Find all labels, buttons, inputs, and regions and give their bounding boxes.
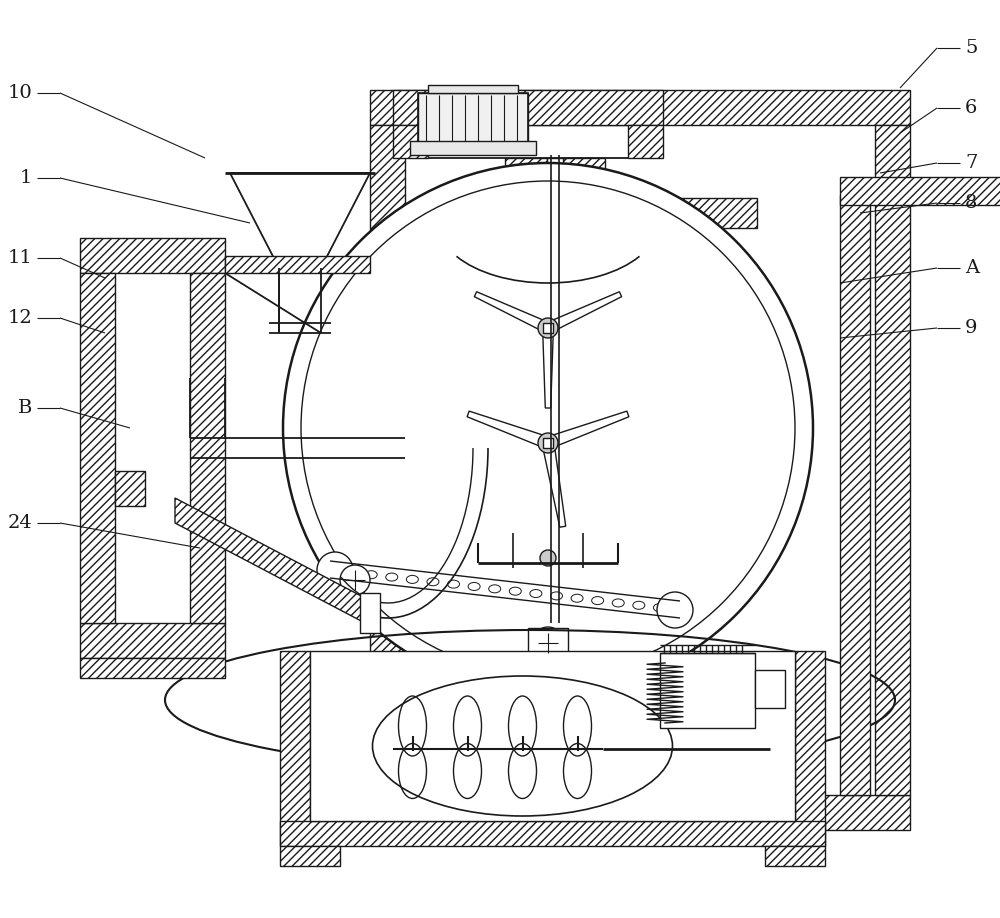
Circle shape [538,318,558,338]
Polygon shape [547,158,563,208]
Polygon shape [840,177,1000,205]
Polygon shape [280,821,825,846]
Circle shape [283,163,813,693]
Polygon shape [543,438,553,448]
Text: 5: 5 [965,39,977,57]
Polygon shape [563,158,605,208]
Circle shape [657,592,693,628]
Polygon shape [765,846,825,866]
Polygon shape [80,658,225,678]
Polygon shape [418,93,528,143]
Polygon shape [467,411,550,449]
Polygon shape [393,90,663,125]
Text: B: B [18,399,32,417]
Text: 10: 10 [7,84,32,102]
Polygon shape [370,125,405,795]
Polygon shape [755,670,785,708]
Polygon shape [80,273,115,623]
Polygon shape [80,238,225,273]
Circle shape [532,627,564,659]
Circle shape [538,433,558,453]
Circle shape [540,550,556,566]
Polygon shape [546,292,622,333]
Polygon shape [360,593,380,633]
Text: 6: 6 [965,99,977,117]
Text: A: A [965,259,979,277]
Polygon shape [280,846,340,866]
Polygon shape [80,623,225,658]
Text: 1: 1 [20,169,32,187]
Polygon shape [393,125,428,158]
Polygon shape [370,90,910,125]
Polygon shape [546,411,629,449]
Polygon shape [840,195,870,795]
Polygon shape [672,198,757,228]
Text: 12: 12 [7,309,32,327]
Polygon shape [660,653,755,728]
Polygon shape [280,651,310,846]
Text: 9: 9 [965,319,978,337]
Text: 11: 11 [7,249,32,267]
Polygon shape [175,498,365,623]
Polygon shape [428,85,518,93]
Polygon shape [505,158,547,208]
Polygon shape [543,328,553,408]
Polygon shape [410,141,536,155]
Circle shape [317,552,353,588]
Text: 7: 7 [965,154,977,172]
Polygon shape [795,651,825,846]
Polygon shape [370,795,910,830]
Polygon shape [628,125,663,158]
Polygon shape [225,256,370,273]
Circle shape [340,565,370,595]
Polygon shape [115,471,145,506]
Text: 8: 8 [965,194,977,212]
Polygon shape [543,323,553,333]
Polygon shape [528,628,568,688]
Text: 24: 24 [7,514,32,532]
Polygon shape [310,651,795,821]
Polygon shape [875,125,910,795]
Polygon shape [542,442,566,527]
Polygon shape [190,273,225,623]
Polygon shape [474,292,550,333]
